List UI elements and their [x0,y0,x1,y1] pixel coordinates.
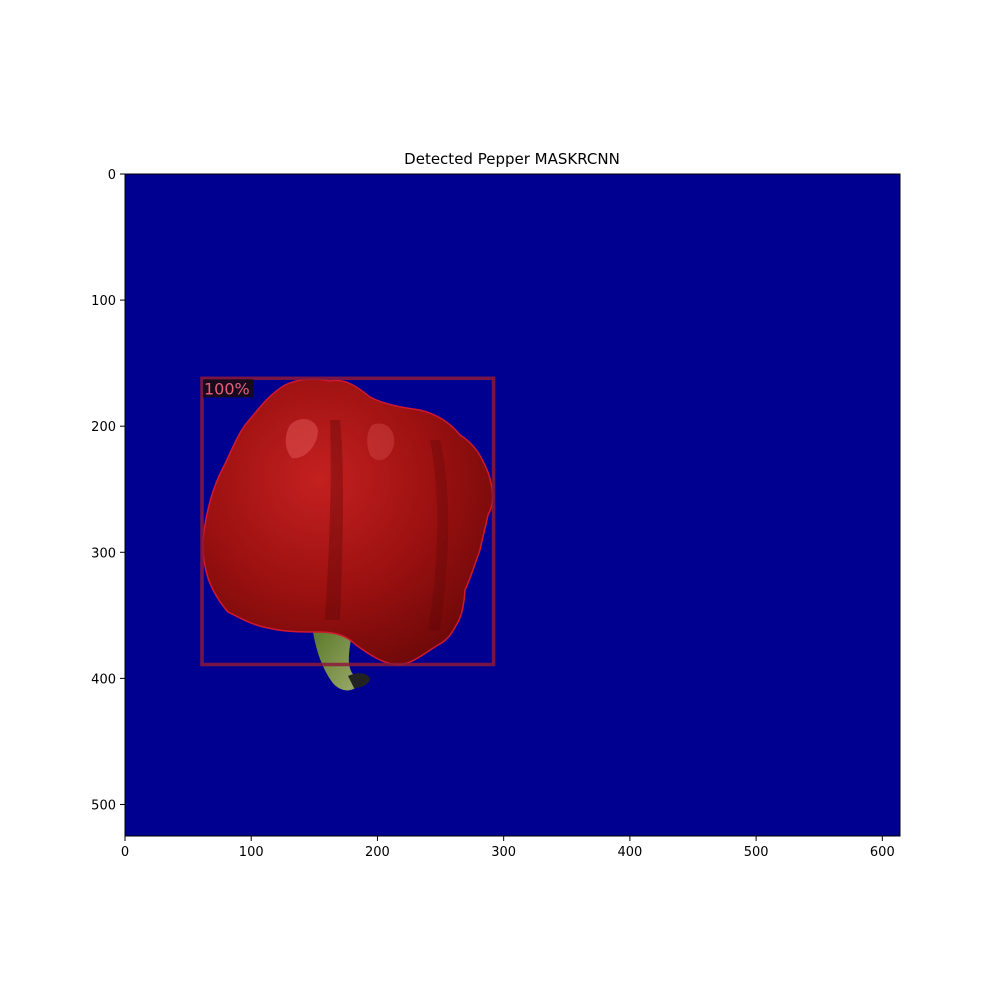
x-tick-label: 0 [121,845,129,860]
pepper-shadow-fold-2 [428,440,449,630]
x-tick-label: 600 [870,845,895,860]
pepper-body [202,378,494,666]
pepper-shadow-fold [325,420,344,620]
x-tick-label: 500 [744,845,769,860]
pepper-stem [313,632,357,691]
y-tick-label: 100 [91,294,116,309]
x-axis-ticks: 0 100 200 300 400 500 600 [121,836,895,860]
x-tick-label: 300 [491,845,516,860]
detection-bounding-box [200,376,496,667]
y-tick-label: 500 [91,798,116,813]
pepper-highlight-2 [367,423,395,461]
y-tick-label: 200 [91,420,116,435]
y-tick-label: 300 [91,546,116,561]
y-tick-label: 400 [91,672,116,687]
image-plot: 100% [124,173,901,837]
y-tick-label: 0 [108,168,116,183]
pepper-stem-tip [348,673,370,688]
x-tick-label: 100 [239,845,264,860]
score-label: 100% [204,379,250,398]
figure-title: Detected Pepper MASKRCNN [404,150,620,168]
x-tick-label: 400 [617,845,642,860]
y-axis-ticks: 0 100 200 300 400 500 [91,168,125,813]
score-label-background [202,379,253,398]
axes-frame [124,173,901,837]
x-tick-label: 200 [365,845,390,860]
pepper-highlight [285,418,318,459]
detected-pepper [202,378,494,691]
